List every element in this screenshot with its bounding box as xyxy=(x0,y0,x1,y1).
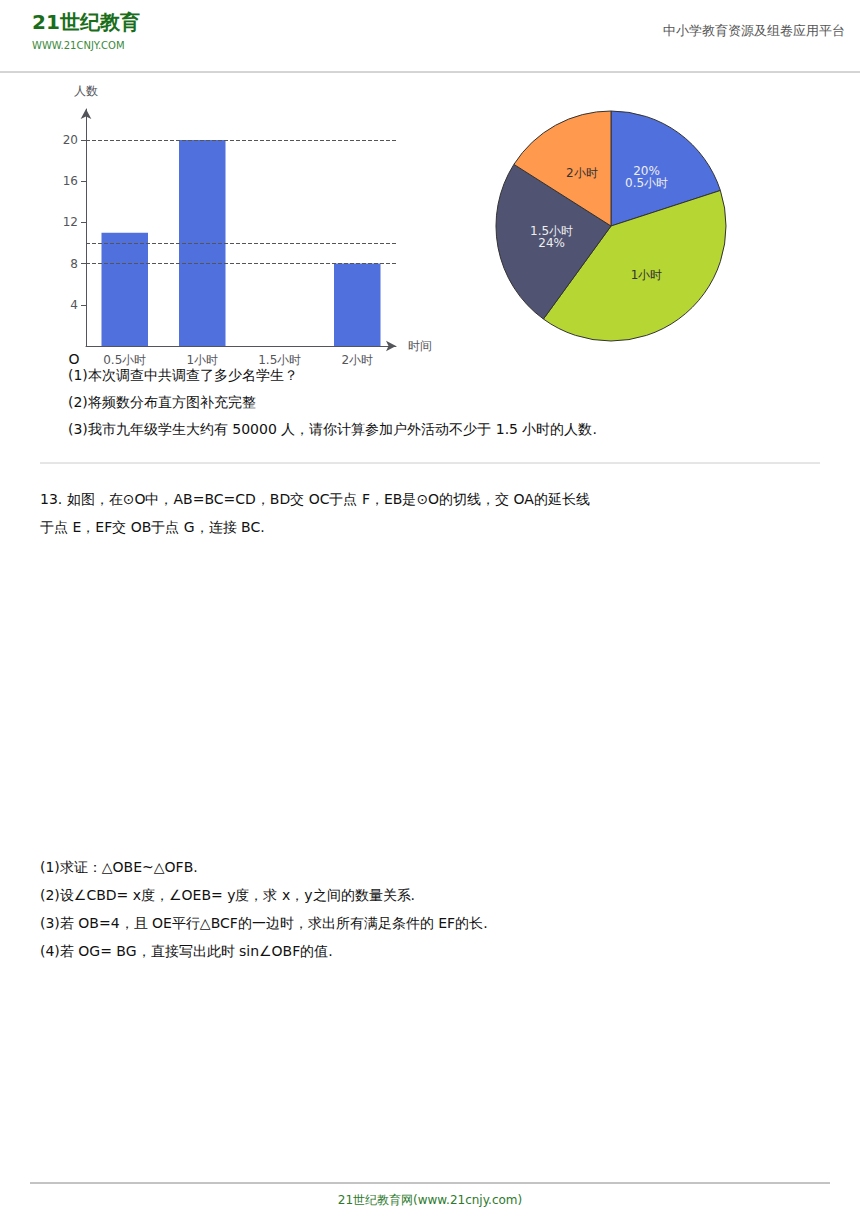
svg-text:于点 E，EF交 OB于点 G，连接 BC.: 于点 E，EF交 OB于点 G，连接 BC. xyxy=(40,519,265,535)
svg-text:1小时: 1小时 xyxy=(631,268,663,282)
svg-text:21世纪教育网(www.21cnjy.com): 21世纪教育网(www.21cnjy.com) xyxy=(338,1193,522,1207)
svg-text:1.5小时: 1.5小时 xyxy=(258,353,301,367)
svg-text:20%: 20% xyxy=(633,164,660,179)
svg-text:1.5小时: 1.5小时 xyxy=(530,224,574,239)
svg-text:(3)若 OB=4，且 OE平行△BCF的一边时，求出所有满: (3)若 OB=4，且 OE平行△BCF的一边时，求出所有满足条件的 EF的长. xyxy=(40,915,488,931)
svg-text:12: 12 xyxy=(63,215,78,229)
svg-text:人数: 人数 xyxy=(74,84,98,98)
svg-text:(4)若 OG= BG，直接写出此时 sin∠OBF的值.: (4)若 OG= BG，直接写出此时 sin∠OBF的值. xyxy=(40,943,333,959)
svg-text:0.5小时: 0.5小时 xyxy=(103,353,146,367)
svg-text:O: O xyxy=(68,351,79,367)
svg-text:WWW.21CNJY.COM: WWW.21CNJY.COM xyxy=(32,40,125,51)
svg-text:(3)我市九年级学生大约有 50000 人，请你计算参加户外: (3)我市九年级学生大约有 50000 人，请你计算参加户外活动不少于 1.5 … xyxy=(68,421,597,437)
svg-text:时间: 时间 xyxy=(408,339,432,353)
svg-text:(2)设∠CBD= x度，∠OEB= y度，求 x，y之间的: (2)设∠CBD= x度，∠OEB= y度，求 x，y之间的数量关系. xyxy=(40,887,415,903)
svg-text:16: 16 xyxy=(63,174,78,188)
svg-text:1小时: 1小时 xyxy=(186,353,218,367)
svg-text:2小时: 2小时 xyxy=(566,166,598,180)
svg-text:0.5小时: 0.5小时 xyxy=(625,176,668,190)
svg-text:中小学教育资源及组卷应用平台: 中小学教育资源及组卷应用平台 xyxy=(663,23,845,38)
svg-text:20: 20 xyxy=(63,133,78,147)
svg-text:4: 4 xyxy=(70,298,78,312)
svg-text:(1)求证：△OBE~△OFB.: (1)求证：△OBE~△OFB. xyxy=(40,859,198,875)
svg-text:21世纪教育: 21世纪教育 xyxy=(32,10,140,34)
svg-text:24%: 24% xyxy=(538,236,565,250)
svg-text:(1)本次调查中共调查了多少名学生？: (1)本次调查中共调查了多少名学生？ xyxy=(68,367,298,383)
svg-text:13. 如图，在⊙O中，AB=BC=CD，BD交 OC于点: 13. 如图，在⊙O中，AB=BC=CD，BD交 OC于点 F，EB是⊙O的切线… xyxy=(40,491,590,507)
svg-text:(2)将频数分布直方图补充完整: (2)将频数分布直方图补充完整 xyxy=(68,394,256,410)
svg-text:8: 8 xyxy=(70,257,78,271)
svg-text:2小时: 2小时 xyxy=(341,353,373,367)
